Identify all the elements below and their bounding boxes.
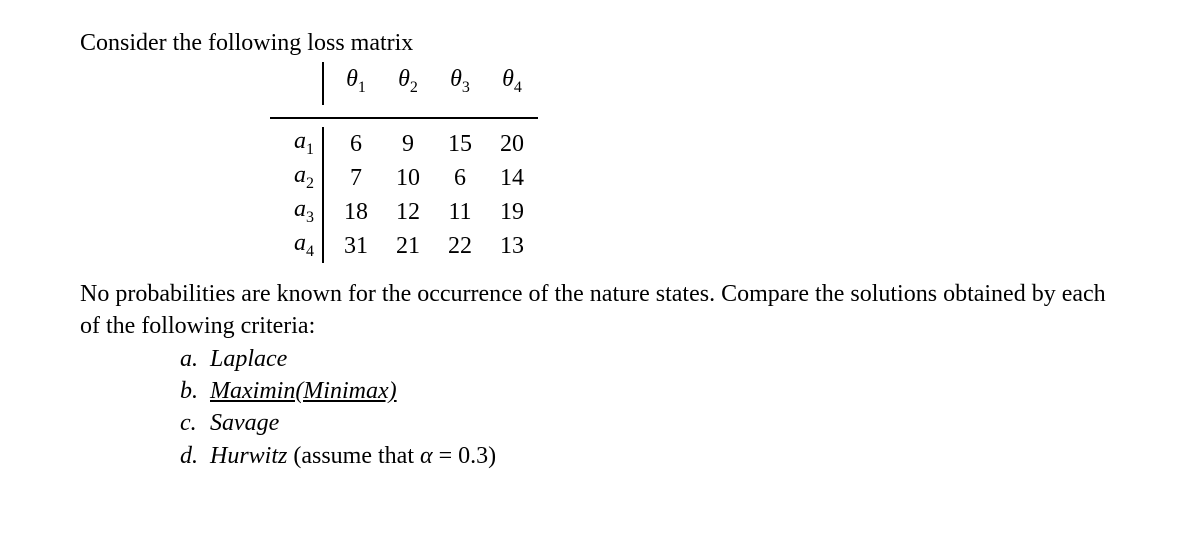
criterion-savage: Savage	[210, 407, 279, 439]
col-header: θ1	[330, 62, 382, 105]
loss-matrix: x θ1 θ2 θ3 θ4 a1 6 9 15 20 a2	[270, 62, 1120, 263]
cell: 6	[330, 127, 382, 161]
cell: 14	[486, 161, 538, 195]
cell: 11	[434, 195, 486, 229]
list-letter: d.	[180, 440, 200, 472]
list-item: d. Hurwitz (assume that α = 0.3)	[180, 440, 1120, 472]
cell: 22	[434, 229, 486, 263]
cell: 10	[382, 161, 434, 195]
criterion-laplace: Laplace	[210, 343, 287, 375]
matrix-header-row: x θ1 θ2 θ3 θ4	[270, 62, 538, 105]
cell: 6	[434, 161, 486, 195]
row-header: a2	[270, 162, 322, 193]
list-item: a. Laplace	[180, 343, 1120, 375]
intro-text: Consider the following loss matrix	[80, 30, 1120, 57]
list-letter: a.	[180, 343, 200, 375]
cell: 19	[486, 195, 538, 229]
cell: 7	[330, 161, 382, 195]
table-row: a1 6 9 15 20	[270, 127, 538, 161]
col-header: θ3	[434, 62, 486, 105]
cell: 12	[382, 195, 434, 229]
row-header: a1	[270, 128, 322, 159]
row-header: a4	[270, 230, 322, 261]
matrix-data-block: a1 6 9 15 20 a2 7 10 6 14 a3	[270, 117, 538, 263]
criteria-list: a. Laplace b. Maximin(Minimax) c. Savage…	[180, 343, 1120, 473]
row-header: a3	[270, 196, 322, 227]
list-letter: c.	[180, 407, 200, 439]
list-item: b. Maximin(Minimax)	[180, 375, 1120, 407]
cell: 9	[382, 127, 434, 161]
criterion-hurwitz: Hurwitz (assume that α = 0.3)	[210, 440, 496, 472]
cell: 13	[486, 229, 538, 263]
col-header: θ4	[486, 62, 538, 105]
table-row: a4 31 21 22 13	[270, 229, 538, 263]
list-item: c. Savage	[180, 407, 1120, 439]
table-row: a2 7 10 6 14	[270, 161, 538, 195]
cell: 15	[434, 127, 486, 161]
cell: 20	[486, 127, 538, 161]
cell: 18	[330, 195, 382, 229]
cell: 31	[330, 229, 382, 263]
table-row: a3 18 12 11 19	[270, 195, 538, 229]
list-letter: b.	[180, 375, 200, 407]
criteria-intro: No probabilities are known for the occur…	[80, 278, 1120, 343]
col-header: θ2	[382, 62, 434, 105]
criterion-maximin: Maximin(Minimax)	[210, 375, 397, 407]
cell: 21	[382, 229, 434, 263]
